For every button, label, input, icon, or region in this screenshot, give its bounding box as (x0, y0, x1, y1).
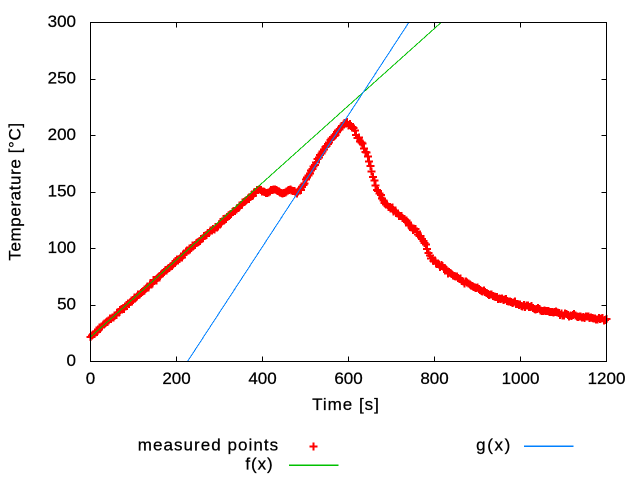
svg-text:measured points: measured points (138, 436, 279, 455)
svg-text:0: 0 (86, 369, 95, 388)
svg-text:250: 250 (48, 68, 76, 87)
svg-text:200: 200 (48, 125, 76, 144)
svg-text:g(x): g(x) (476, 436, 512, 455)
svg-text:Temperature [°C]: Temperature [°C] (6, 122, 25, 260)
svg-text:300: 300 (48, 12, 76, 31)
svg-text:150: 150 (48, 181, 76, 200)
svg-text:1200: 1200 (588, 369, 626, 388)
svg-text:100: 100 (48, 238, 76, 257)
svg-text:200: 200 (162, 369, 190, 388)
svg-text:400: 400 (248, 369, 276, 388)
svg-text:600: 600 (334, 369, 362, 388)
svg-text:Time [s]: Time [s] (312, 395, 380, 414)
svg-text:1000: 1000 (502, 369, 540, 388)
svg-text:800: 800 (420, 369, 448, 388)
svg-text:50: 50 (57, 294, 76, 313)
svg-text:f(x): f(x) (245, 454, 273, 473)
svg-text:0: 0 (67, 351, 76, 370)
